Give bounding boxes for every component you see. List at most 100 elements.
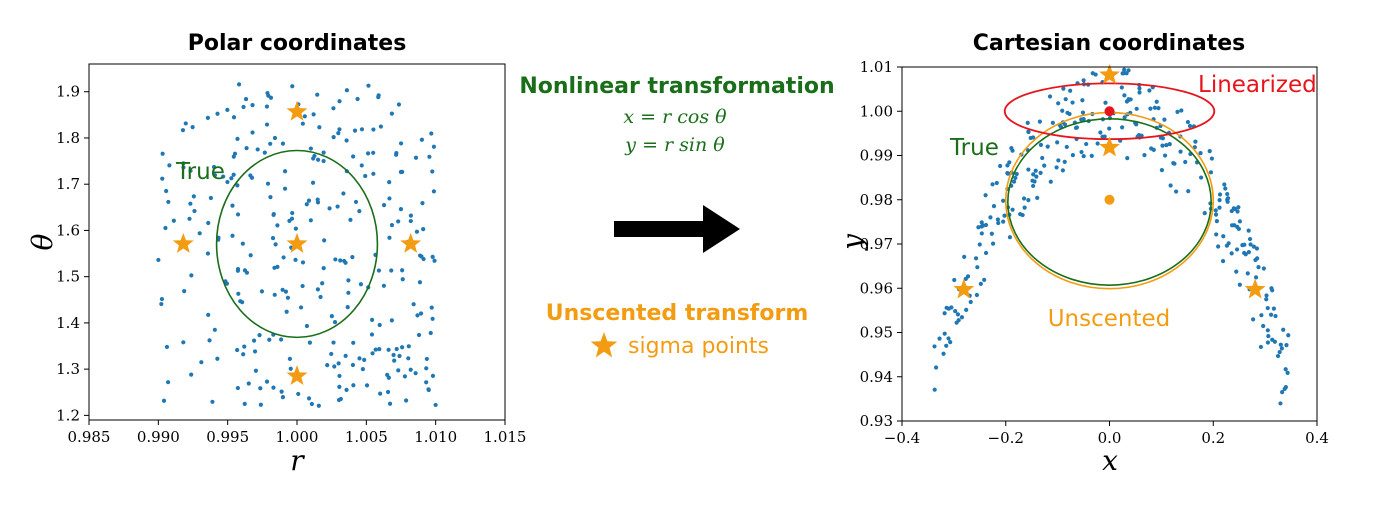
- cartesian-scatter-point: [1037, 119, 1042, 124]
- cartesian-scatter-point: [1209, 156, 1214, 161]
- polar-scatter-point: [156, 257, 161, 263]
- polar-scatter-point: [235, 183, 240, 188]
- cartesian-scatter-point: [1258, 344, 1264, 350]
- polar-scatter-point: [338, 258, 343, 263]
- polar-scatter-point: [181, 161, 186, 166]
- polar-scatter-point: [188, 201, 193, 206]
- polar-scatter-point: [350, 255, 355, 260]
- cartesian-scatter-point: [1271, 306, 1276, 311]
- cartesian-scatter-point: [1266, 333, 1271, 339]
- polar-scatter-point: [421, 256, 426, 262]
- polar-scatter-point: [159, 296, 165, 302]
- cartesian-scatter-point: [983, 193, 988, 198]
- polar-scatter-point: [396, 368, 401, 373]
- cartesian-scatter-point: [1285, 370, 1290, 375]
- polar-scatter-point: [165, 380, 171, 385]
- polar-scatter-point: [306, 198, 312, 203]
- cartesian-scatter-point: [1265, 328, 1270, 333]
- polar-scatter-point: [408, 367, 413, 372]
- cartesian-sigma-points: [953, 63, 1266, 299]
- cartesian-scatter-point: [1026, 198, 1031, 203]
- polar-scatter-point: [197, 231, 202, 236]
- polar-scatter-point: [400, 268, 405, 273]
- polar-scatter-point: [290, 210, 295, 216]
- polar-scatter-point: [235, 347, 240, 353]
- cartesian-scatter-point: [1038, 142, 1044, 147]
- cartesian-true-label: True: [949, 135, 999, 161]
- polar-scatter-point: [381, 283, 386, 288]
- cartesian-scatter-point: [975, 265, 980, 270]
- polar-scatter-point: [427, 154, 432, 159]
- polar-scatter-point: [235, 212, 241, 217]
- polar-scatter-point: [343, 353, 348, 358]
- polar-scatter-point: [418, 311, 424, 316]
- cartesian-scatter-point: [1265, 305, 1270, 311]
- x-tick-label: 0.985: [68, 428, 111, 446]
- polar-scatter-point: [424, 380, 429, 385]
- cartesian-scatter-point: [995, 217, 1001, 222]
- polar-scatter-point: [189, 372, 194, 377]
- polar-scatter-point: [302, 114, 307, 119]
- polar-scatter-point: [406, 344, 411, 349]
- cartesian-scatter-point: [1208, 170, 1214, 175]
- sigma-point-star: [1244, 278, 1266, 299]
- cartesian-scatter-point: [1152, 105, 1157, 110]
- cartesian-scatter-point: [1156, 106, 1161, 111]
- cartesian-scatter-point: [1248, 242, 1253, 247]
- polar-scatter-point: [377, 347, 382, 352]
- cartesian-scatter-point: [948, 340, 953, 345]
- polar-x-ticks: 0.985 0.990 0.995 1.000 1.005 1.010 1.015: [68, 420, 526, 446]
- sigma-points-label: sigma points: [628, 334, 769, 359]
- polar-scatter-point: [371, 150, 376, 155]
- cartesian-scatter-point: [959, 315, 965, 320]
- cartesian-scatter-point: [1065, 110, 1070, 115]
- cartesian-scatter-point: [1251, 244, 1256, 249]
- polar-scatter-point: [289, 216, 295, 221]
- cartesian-scatter-point: [1018, 212, 1023, 217]
- cartesian-scatter-point: [1062, 122, 1068, 127]
- sigma-point-star: [172, 232, 194, 253]
- polar-scatter-point: [351, 154, 356, 159]
- cartesian-scatter-point: [1235, 209, 1240, 214]
- polar-scatter-point: [241, 352, 246, 357]
- polar-scatter-point: [271, 385, 276, 390]
- polar-scatter-point: [400, 169, 405, 174]
- polar-scatter-point: [350, 362, 356, 368]
- polar-scatter-point: [189, 273, 194, 278]
- cartesian-scatter-point: [976, 225, 981, 230]
- polar-scatter-point: [183, 121, 188, 126]
- cartesian-scatter-point: [1005, 171, 1011, 176]
- cartesian-scatter-point: [1253, 275, 1259, 280]
- polar-scatter-point: [343, 260, 348, 265]
- polar-scatter-point: [331, 135, 336, 140]
- polar-scatter-point: [337, 99, 342, 104]
- cartesian-scatter-point: [1137, 86, 1142, 91]
- cartesian-scatter-point: [1175, 109, 1180, 114]
- cartesian-scatter-point: [952, 277, 957, 283]
- cartesian-scatter-point: [1229, 223, 1235, 228]
- cartesian-scatter-point: [1255, 256, 1260, 261]
- cartesian-scatter-point: [1283, 385, 1288, 390]
- polar-scatter-point: [250, 130, 255, 135]
- y-tick-label: 0.95: [860, 324, 893, 342]
- polar-scatter-point: [166, 199, 171, 205]
- polar-scatter-point: [280, 394, 286, 400]
- y-tick-label: 1.9: [56, 83, 80, 101]
- cartesian-chart: Cartesian coordinates −0.4 −0.2 0.0 0.2 0.4 …: [836, 31, 1329, 477]
- sigma-point-star: [1099, 136, 1120, 157]
- x-tick-label: −0.4: [884, 429, 920, 447]
- cartesian-scatter-point: [1063, 97, 1068, 102]
- polar-scatter-point: [348, 217, 353, 222]
- unscented-transform-title: Unscented transform: [546, 301, 809, 326]
- cartesian-scatter-point: [1280, 390, 1285, 395]
- cartesian-scatter-point: [1281, 327, 1286, 332]
- polar-scatter-point: [389, 318, 394, 323]
- polar-scatter-point: [414, 229, 420, 234]
- polar-scatter-point: [355, 96, 360, 102]
- polar-scatter-point: [351, 340, 356, 345]
- polar-scatter-point: [187, 216, 192, 221]
- cartesian-scatter-point: [1183, 159, 1188, 165]
- cartesian-scatter-point: [1273, 313, 1278, 319]
- polar-scatter-point: [279, 389, 284, 394]
